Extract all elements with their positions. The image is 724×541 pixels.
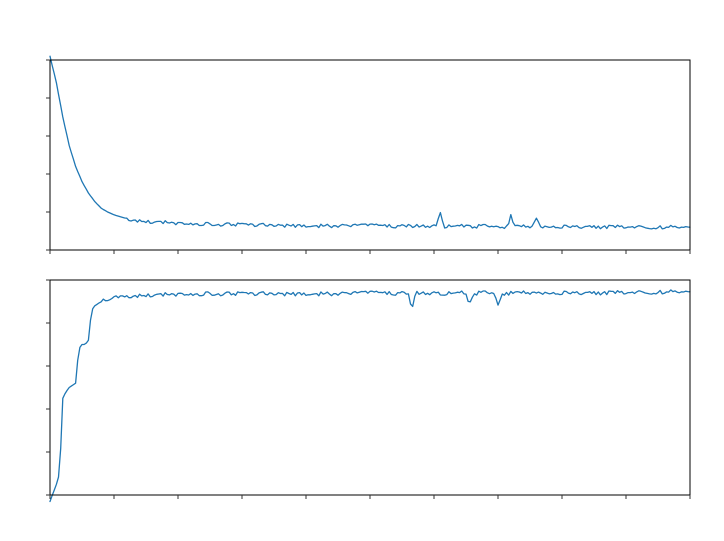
chart-svg-bottom bbox=[0, 0, 724, 541]
chart-panel-bottom bbox=[0, 0, 724, 541]
plot-background bbox=[50, 280, 690, 495]
